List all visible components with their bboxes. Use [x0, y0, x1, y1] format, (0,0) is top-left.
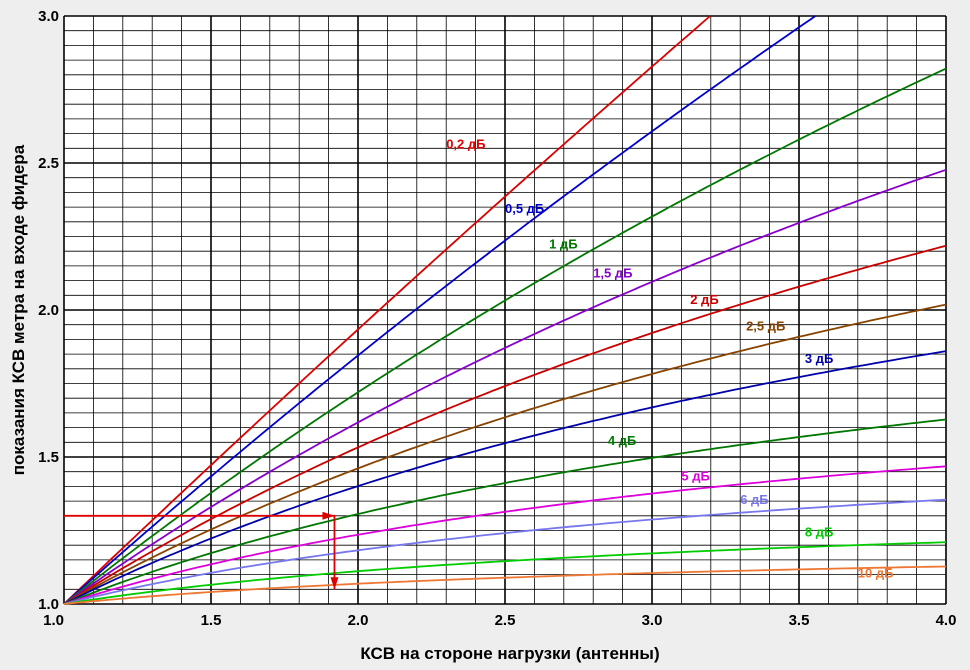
series-label: 0,5 дБ [505, 201, 544, 216]
y-tick-label: 3.0 [38, 8, 59, 25]
x-tick-label: 1.5 [201, 612, 222, 629]
series-line [63, 15, 816, 605]
series-label: 8 дБ [805, 524, 833, 539]
arrowhead-right [322, 511, 335, 520]
annotation-arrow [64, 511, 339, 590]
series-label: 6 дБ [740, 492, 768, 507]
series-label: 2,5 дБ [746, 319, 785, 334]
series-label: 0,2 дБ [446, 136, 485, 151]
series-line [63, 303, 947, 605]
x-tick-labels: 1.0 1.5 2.0 2.5 3.0 3.5 4.0 [43, 612, 956, 629]
series-line [63, 350, 947, 605]
y-tick-label: 2.5 [38, 155, 59, 172]
y-tick-label: 2.0 [38, 302, 59, 319]
series-label: 1,5 дБ [593, 266, 632, 281]
curve-labels: 0,2 дБ 0,5 дБ 1 дБ 1,5 дБ 2 дБ 2,5 дБ 3 дБ 4 дБ… [446, 136, 893, 580]
x-tick-label: 4.0 [936, 612, 957, 629]
series-line [63, 541, 947, 605]
series-line [63, 15, 711, 605]
y-tick-labels: 1.0 1.5 2.0 2.5 3.0 [38, 8, 59, 613]
y-axis-title: показания КСВ метра на входе фидера [9, 144, 28, 475]
series-line [63, 168, 947, 605]
y-tick-label: 1.5 [38, 449, 59, 466]
series-label: 1 дБ [549, 236, 577, 251]
x-tick-label: 3.5 [789, 612, 810, 629]
y-tick-label: 1.0 [38, 596, 59, 613]
series-label: 4 дБ [608, 433, 636, 448]
series-label: 5 дБ [681, 469, 709, 484]
x-axis-title: КСВ на стороне нагрузки (антенны) [360, 644, 659, 663]
arrowhead-down [330, 577, 339, 590]
series-line [63, 244, 947, 605]
series-label: 2 дБ [690, 292, 718, 307]
series-line [63, 465, 947, 605]
x-tick-label: 3.0 [642, 612, 663, 629]
x-tick-label: 2.5 [495, 612, 516, 629]
x-tick-label: 2.0 [348, 612, 369, 629]
series-line [63, 418, 947, 605]
series-line [63, 565, 947, 605]
series-label: 10 дБ [858, 566, 894, 581]
curves [63, 15, 947, 605]
series-line [63, 67, 947, 605]
series-line [63, 498, 947, 605]
x-tick-label: 1.0 [43, 612, 64, 629]
series-label: 3 дБ [805, 351, 833, 366]
